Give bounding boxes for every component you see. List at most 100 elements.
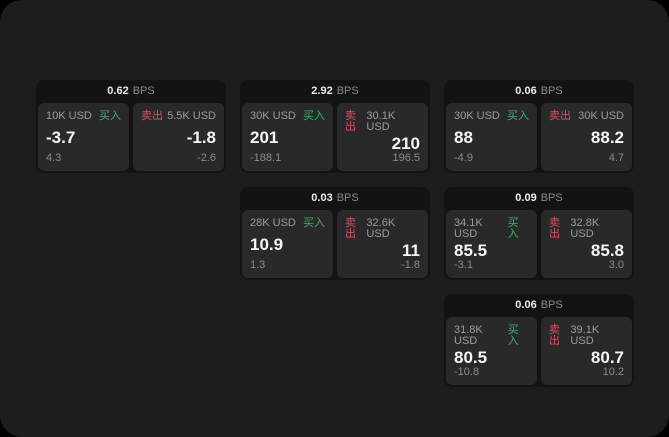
- sell-price: 210: [391, 133, 420, 153]
- spread-card: 0.09 BPS 34.1K USD 买入 85.5 -3.1 卖出 32.8K…: [444, 187, 634, 280]
- bps-unit-label: BPS: [336, 85, 359, 97]
- sell-amount: 32.6K USD: [366, 217, 396, 240]
- buy-panel-top-row: 31.8K USD 买入: [454, 325, 529, 347]
- sell-quote-panel[interactable]: 卖出 5.5K USD -1.8 -2.6: [133, 103, 224, 171]
- sell-quote-panel[interactable]: 卖出 32.6K USD 11 -1.8: [337, 210, 428, 278]
- sell-panel-top-row: 卖出 30.1K USD: [345, 111, 420, 133]
- bps-value: 0.09: [515, 192, 537, 204]
- sell-quote-panel[interactable]: 卖出 32.8K USD 85.8 3.0: [541, 210, 632, 278]
- sell-price: 11: [402, 240, 420, 260]
- spread-card: 0.03 BPS 28K USD 买入 10.9 1.3 卖出 32.6K US…: [240, 187, 430, 280]
- spread-card-header: 0.06 BPS: [444, 294, 634, 317]
- buy-side-label: 买入: [507, 324, 519, 347]
- sell-panel-top-row: 卖出 30K USD: [549, 111, 624, 122]
- spread-card: 0.06 BPS 31.8K USD 买入 80.5 -10.8 卖出 39.1…: [444, 294, 634, 387]
- bps-value: 0.06: [515, 85, 537, 97]
- sell-panel-top-row: 卖出 32.6K USD: [345, 218, 420, 240]
- spread-card: 2.92 BPS 30K USD 买入 201 -188.1 卖出 30.1K …: [240, 80, 430, 173]
- buy-side-label: 买入: [303, 110, 325, 122]
- spread-card-header: 0.09 BPS: [444, 187, 634, 210]
- sell-price: 80.7: [590, 347, 624, 367]
- buy-delta: -3.1: [454, 259, 473, 271]
- sell-panel-top-row: 卖出 39.1K USD: [549, 325, 624, 347]
- buy-price: 88: [454, 128, 473, 147]
- sell-quote-panel[interactable]: 卖出 30.1K USD 210 196.5: [337, 103, 428, 171]
- sell-quote-panel[interactable]: 卖出 39.1K USD 80.7 10.2: [541, 317, 632, 385]
- sell-delta: 196.5: [392, 152, 420, 164]
- buy-price: -3.7: [46, 128, 76, 147]
- bps-unit-label: BPS: [336, 192, 359, 204]
- buy-side-label: 买入: [507, 110, 529, 122]
- buy-quote-panel[interactable]: 30K USD 买入 201 -188.1: [242, 103, 333, 171]
- buy-price: 10.9: [250, 235, 284, 254]
- bps-value: 0.06: [515, 299, 537, 311]
- sell-panel-top-row: 卖出 5.5K USD: [141, 111, 216, 122]
- sell-side-label: 卖出: [549, 110, 571, 122]
- sell-delta: -2.6: [197, 152, 216, 164]
- sell-amount: 39.1K USD: [570, 324, 600, 347]
- buy-amount: 30K USD: [454, 110, 500, 122]
- sell-side-label: 卖出: [345, 110, 356, 133]
- bps-value: 0.62: [107, 85, 129, 97]
- buy-side-label: 买入: [99, 110, 121, 122]
- sell-panel-top-row: 卖出 32.8K USD: [549, 218, 624, 240]
- sell-side-label: 卖出: [549, 217, 560, 240]
- spread-card-header: 0.06 BPS: [444, 80, 634, 103]
- buy-quote-panel[interactable]: 28K USD 买入 10.9 1.3: [242, 210, 333, 278]
- buy-delta: -10.8: [454, 366, 480, 378]
- sell-amount: 5.5K USD: [167, 110, 216, 122]
- buy-delta: -4.9: [454, 152, 473, 164]
- sell-price: 88.2: [590, 128, 624, 147]
- spread-card: 0.62 BPS 10K USD 买入 -3.7 4.3 卖出 5.5K USD…: [36, 80, 226, 173]
- buy-delta: 1.3: [250, 259, 266, 271]
- spread-card-header: 2.92 BPS: [240, 80, 430, 103]
- buy-amount: 30K USD: [250, 110, 296, 122]
- buy-delta: -188.1: [250, 152, 282, 164]
- spread-card-body: 31.8K USD 买入 80.5 -10.8 卖出 39.1K USD 80.…: [444, 317, 634, 387]
- sell-delta: 3.0: [608, 259, 624, 271]
- buy-delta: 4.3: [46, 152, 62, 164]
- buy-amount: 10K USD: [46, 110, 92, 122]
- spread-card-body: 10K USD 买入 -3.7 4.3 卖出 5.5K USD -1.8 -2.…: [36, 103, 226, 173]
- buy-panel-top-row: 34.1K USD 买入: [454, 218, 529, 240]
- spread-card-header: 0.03 BPS: [240, 187, 430, 210]
- buy-price: 80.5: [454, 347, 488, 367]
- buy-panel-top-row: 10K USD 买入: [46, 111, 121, 122]
- sell-amount: 32.8K USD: [570, 217, 600, 240]
- bps-unit-label: BPS: [540, 299, 563, 311]
- buy-amount: 28K USD: [250, 217, 296, 229]
- buy-quote-panel[interactable]: 34.1K USD 买入 85.5 -3.1: [446, 210, 537, 278]
- buy-amount: 34.1K USD: [454, 217, 483, 240]
- sell-side-label: 卖出: [345, 217, 356, 240]
- sell-price: -1.8: [186, 128, 216, 147]
- quote-board: 0.62 BPS 10K USD 买入 -3.7 4.3 卖出 5.5K USD…: [36, 80, 634, 387]
- buy-price: 201: [250, 128, 279, 147]
- buy-amount: 31.8K USD: [454, 324, 483, 347]
- sell-price: 85.8: [590, 240, 624, 260]
- bps-value: 0.03: [311, 192, 333, 204]
- sell-amount: 30.1K USD: [366, 110, 396, 133]
- buy-quote-panel[interactable]: 31.8K USD 买入 80.5 -10.8: [446, 317, 537, 385]
- spread-card-body: 30K USD 买入 88 -4.9 卖出 30K USD 88.2 4.7: [444, 103, 634, 173]
- buy-side-label: 买入: [507, 217, 519, 240]
- buy-price: 85.5: [454, 240, 488, 260]
- sell-delta: 10.2: [602, 366, 624, 378]
- sell-side-label: 卖出: [549, 324, 560, 347]
- spread-card: 0.06 BPS 30K USD 买入 88 -4.9 卖出 30K USD 8…: [444, 80, 634, 173]
- spread-card-body: 28K USD 买入 10.9 1.3 卖出 32.6K USD 11 -1.8: [240, 210, 430, 280]
- buy-side-label: 买入: [303, 217, 325, 229]
- spread-card-body: 34.1K USD 买入 85.5 -3.1 卖出 32.8K USD 85.8…: [444, 210, 634, 280]
- bps-unit-label: BPS: [540, 192, 563, 204]
- spread-card-header: 0.62 BPS: [36, 80, 226, 103]
- buy-quote-panel[interactable]: 30K USD 买入 88 -4.9: [446, 103, 537, 171]
- buy-quote-panel[interactable]: 10K USD 买入 -3.7 4.3: [38, 103, 129, 171]
- buy-panel-top-row: 28K USD 买入: [250, 218, 325, 229]
- sell-side-label: 卖出: [141, 110, 163, 122]
- bps-unit-label: BPS: [132, 85, 155, 97]
- sell-quote-panel[interactable]: 卖出 30K USD 88.2 4.7: [541, 103, 632, 171]
- bps-value: 2.92: [311, 85, 333, 97]
- spread-card-body: 30K USD 买入 201 -188.1 卖出 30.1K USD 210 1…: [240, 103, 430, 173]
- sell-amount: 30K USD: [578, 110, 624, 122]
- bps-unit-label: BPS: [540, 85, 563, 97]
